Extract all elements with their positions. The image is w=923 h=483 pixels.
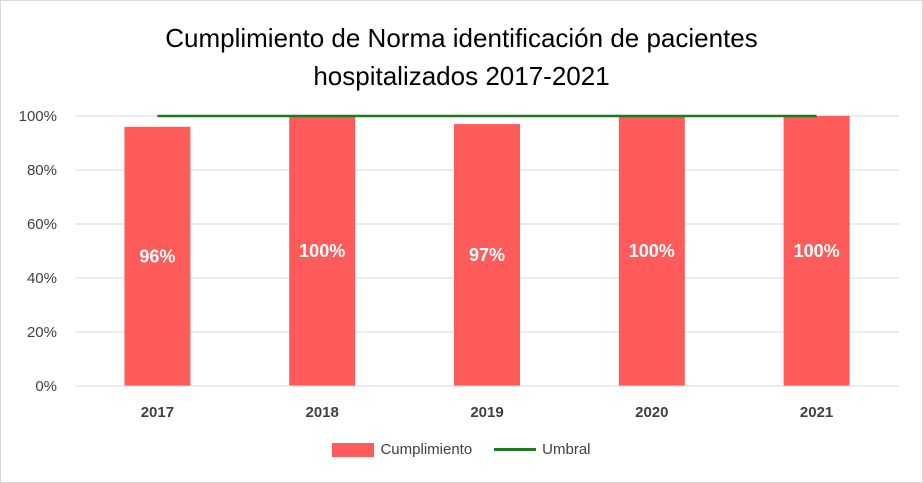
legend-swatch-cumplimiento xyxy=(332,442,375,457)
bar-2020 xyxy=(618,116,685,386)
data-label-2021: 100% xyxy=(794,241,840,261)
chart-title-line-2: hospitalizados 2017-2021 xyxy=(313,61,610,91)
data-label-2019: 97% xyxy=(469,245,505,265)
x-axis-ticks: 2017 2018 2019 2020 2021 xyxy=(75,385,899,421)
chart-title: Cumplimiento de Norma identificación de … xyxy=(1,19,922,95)
legend-swatch-umbral xyxy=(494,448,537,451)
legend: Cumplimiento Umbral xyxy=(1,441,922,458)
data-labels: 96% 100% 97% 100% 100% xyxy=(139,241,839,266)
y-tick-label: 20% xyxy=(27,324,57,341)
bar-2021 xyxy=(783,116,850,386)
y-tick-label: 0% xyxy=(35,378,57,395)
y-axis-ticks: 0% 20% 40% 60% 80% 100% xyxy=(19,108,57,395)
bars xyxy=(124,116,850,387)
x-tick-label-2017: 2017 xyxy=(141,404,174,421)
y-tick-label: 40% xyxy=(27,270,57,287)
data-label-2018: 100% xyxy=(299,241,345,261)
x-tick-label-2021: 2021 xyxy=(800,404,833,421)
bar-2017 xyxy=(124,126,191,387)
legend-label-umbral: Umbral xyxy=(542,441,591,458)
x-tick-label-2018: 2018 xyxy=(306,404,339,421)
data-label-2017: 96% xyxy=(139,246,175,266)
legend-label-cumplimiento: Cumplimiento xyxy=(380,441,473,458)
bar-2018 xyxy=(289,116,356,386)
legend-item-umbral: Umbral xyxy=(494,441,591,458)
chart-title-line-1: Cumplimiento de Norma identificación de … xyxy=(165,23,758,53)
y-tick-label: 80% xyxy=(27,162,57,179)
bar-2019 xyxy=(454,124,520,386)
x-tick-label-2019: 2019 xyxy=(470,404,503,421)
y-tick-label: 100% xyxy=(19,108,57,125)
y-tick-label: 60% xyxy=(27,216,57,233)
data-label-2020: 100% xyxy=(629,241,675,261)
legend-item-cumplimiento: Cumplimiento xyxy=(332,441,472,458)
x-tick-label-2020: 2020 xyxy=(635,404,668,421)
